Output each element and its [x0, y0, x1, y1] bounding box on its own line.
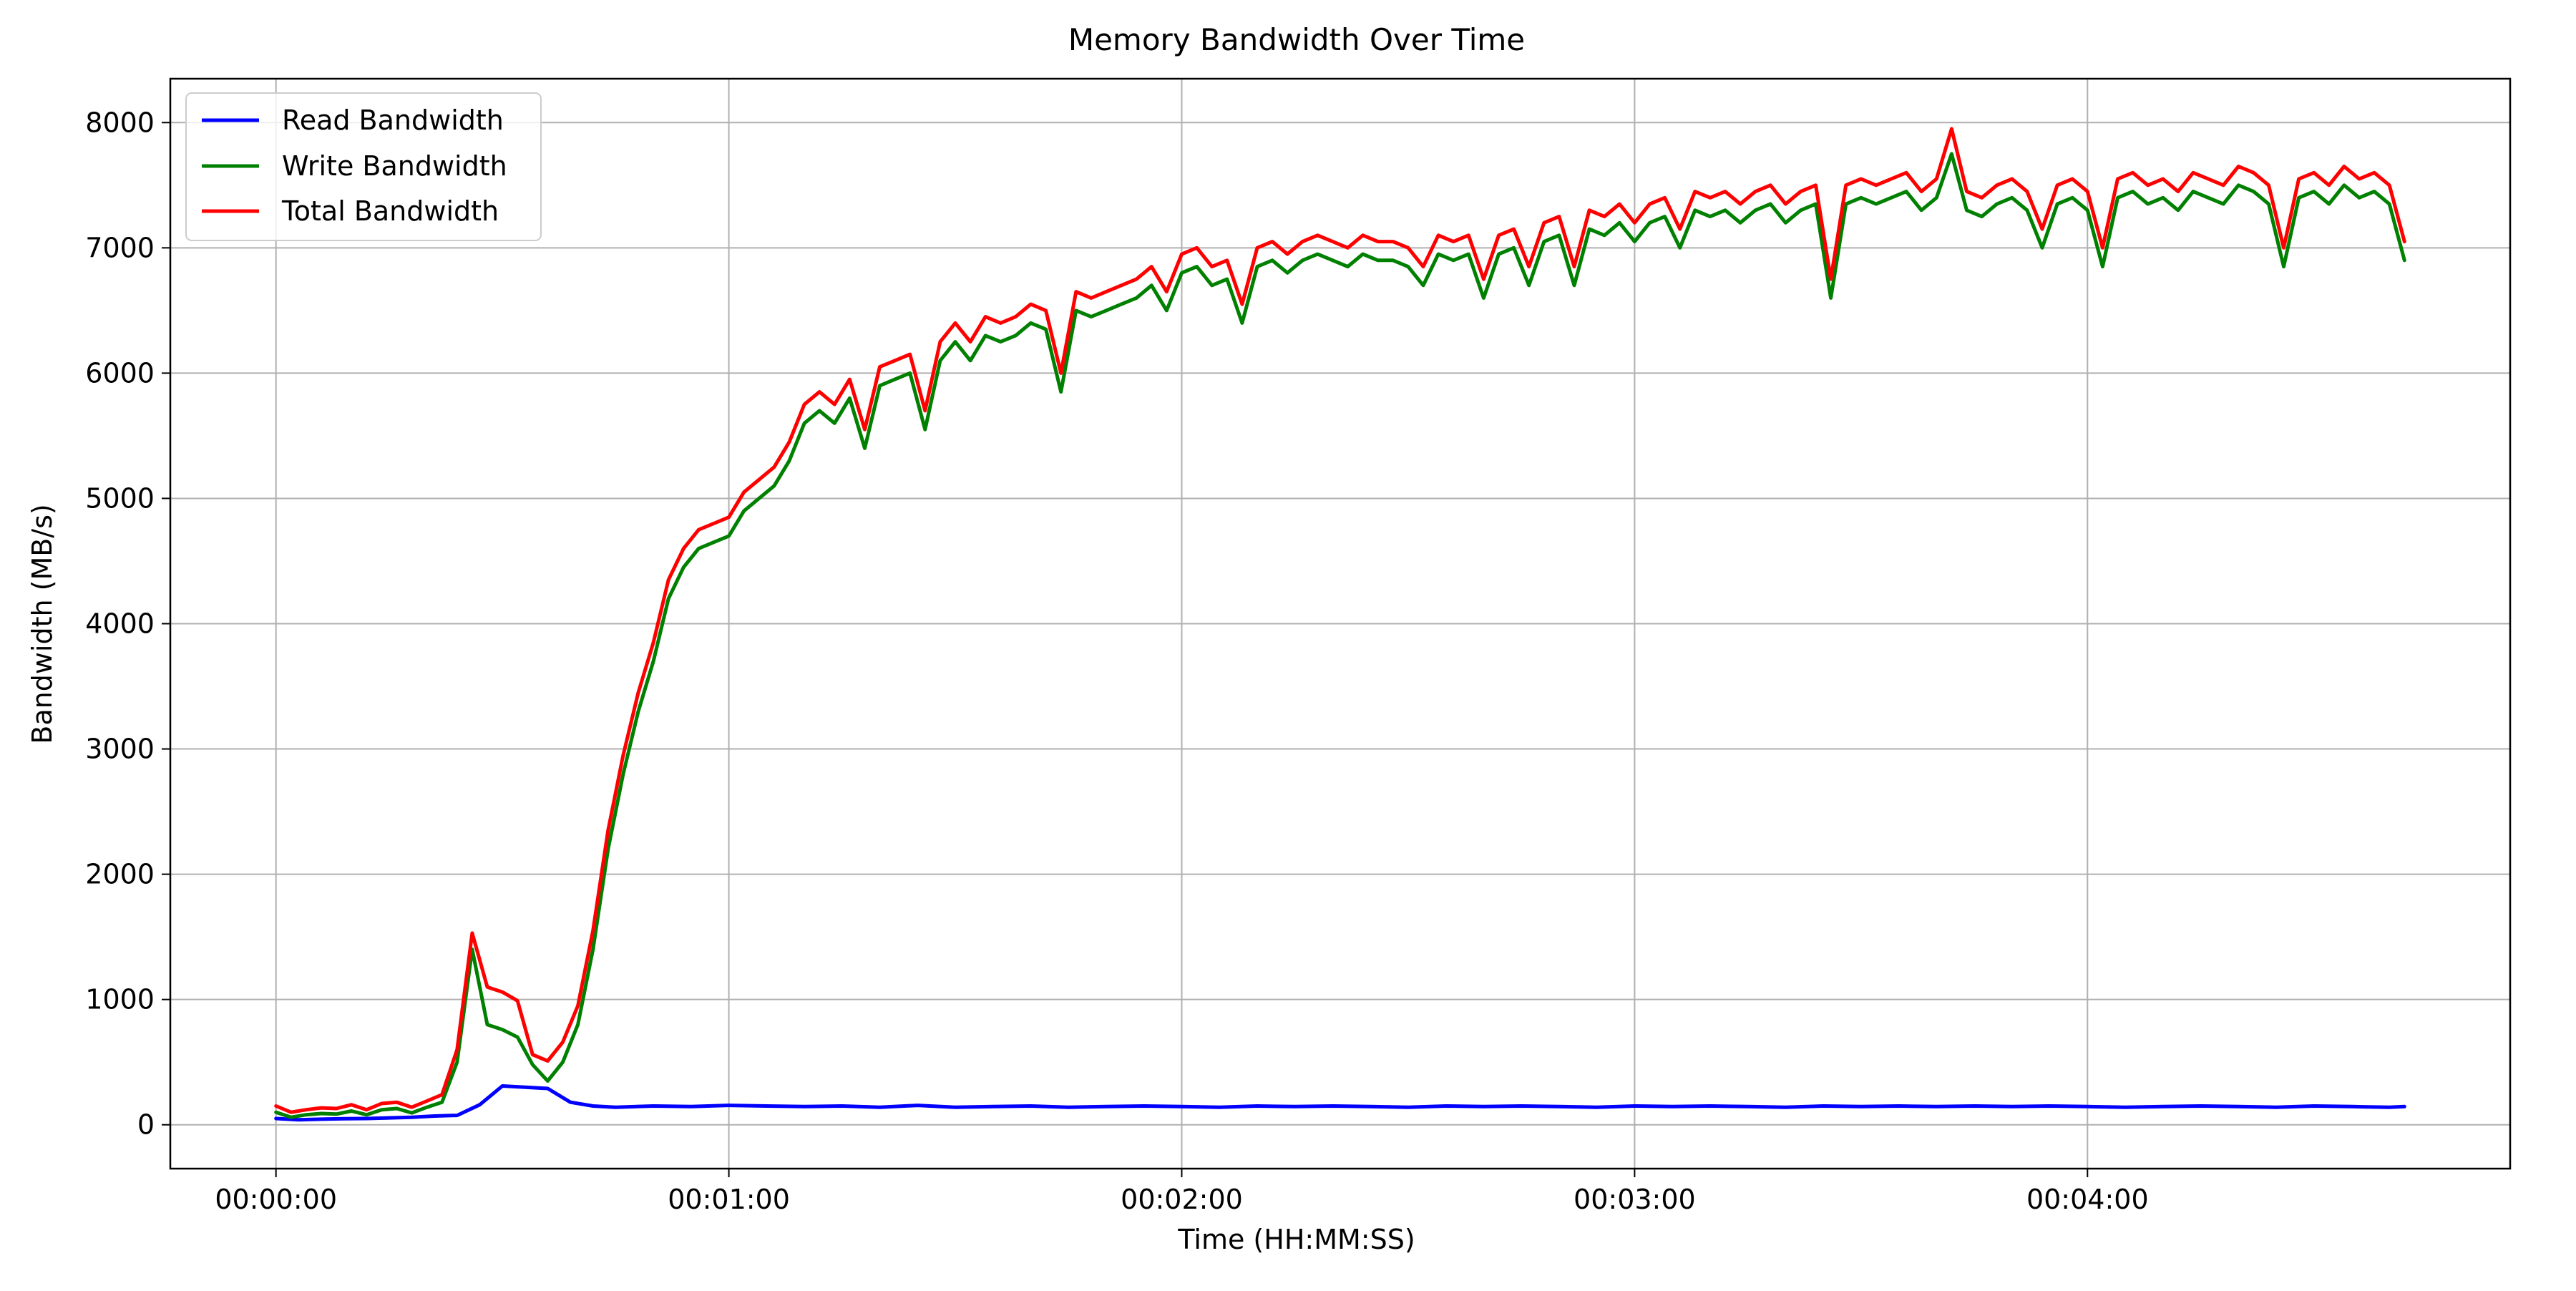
y-tick-label: 6000 [85, 357, 155, 389]
x-axis-label: Time (HH:MM:SS) [1177, 1224, 1415, 1255]
x-tick-label: 00:01:00 [668, 1184, 790, 1215]
y-tick-label: 7000 [85, 232, 155, 263]
series-line-write-bandwidth [274, 152, 2406, 1119]
y-tick-label: 3000 [85, 734, 155, 765]
x-tick-label: 00:04:00 [2026, 1184, 2149, 1215]
y-tick-label: 8000 [85, 107, 155, 138]
y-tick-label: 4000 [85, 608, 155, 640]
x-axis-ticks: 00:00:00 00:01:00 00:02:00 00:03:00 00:04:00 [215, 1169, 2149, 1215]
legend-label-read: Read Bandwidth [282, 104, 504, 136]
legend-box [185, 92, 542, 241]
series-line-total-bandwidth [274, 127, 2406, 1114]
y-tick-label: 2000 [85, 859, 155, 890]
legend-label-total: Total Bandwidth [281, 195, 499, 227]
series-line-read-bandwidth [274, 1084, 2406, 1122]
series-lines [274, 127, 2406, 1122]
y-tick-label: 1000 [85, 984, 155, 1015]
chart-title: Memory Bandwidth Over Time [1068, 22, 1525, 57]
legend: Read Bandwidth Write Bandwidth Total Ban… [185, 92, 542, 241]
y-tick-label: 0 [137, 1109, 155, 1141]
legend-label-write: Write Bandwidth [282, 150, 507, 182]
grid-lines [170, 79, 2510, 1169]
y-axis-label: Bandwidth (MB/s) [26, 504, 58, 744]
x-tick-label: 00:00:00 [215, 1184, 337, 1215]
x-tick-label: 00:02:00 [1121, 1184, 1243, 1215]
x-tick-label: 00:03:00 [1574, 1184, 1696, 1215]
y-tick-label: 5000 [85, 482, 155, 514]
y-axis-ticks: 0 1000 2000 3000 4000 5000 6000 7000 8000 [85, 107, 170, 1141]
